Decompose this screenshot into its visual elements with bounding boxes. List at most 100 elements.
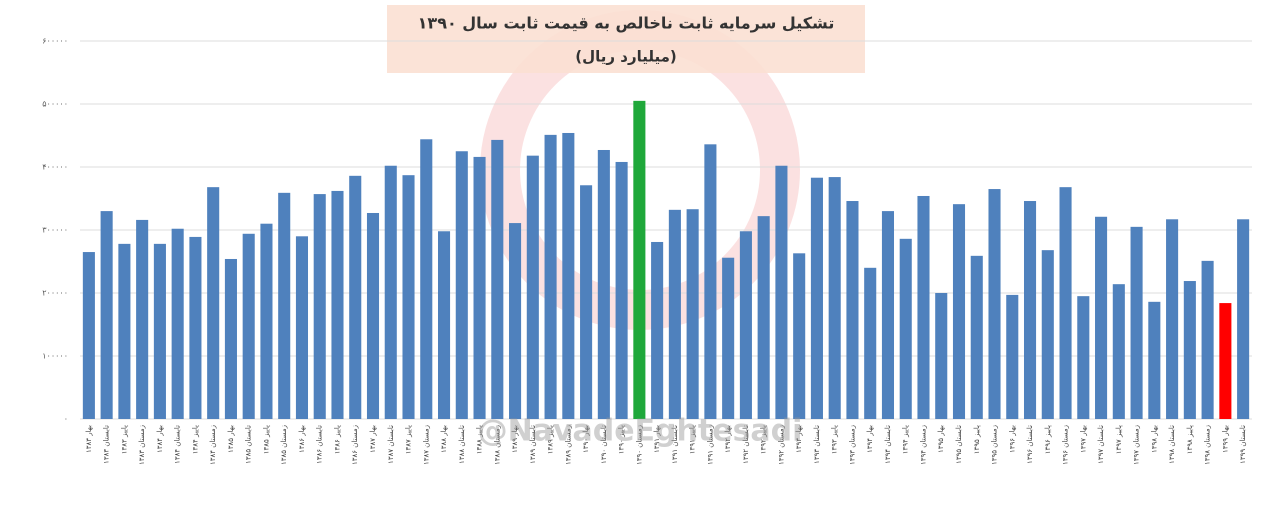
bar bbox=[1077, 296, 1090, 419]
x-tick-label: ۱۳۸۹ تابستان bbox=[529, 425, 537, 464]
y-tick-label: ۴۰۰۰۰۰ bbox=[42, 163, 68, 172]
bar bbox=[1166, 219, 1179, 419]
x-tick-label: ۱۳۸۸ زمستان bbox=[493, 425, 501, 465]
bar bbox=[757, 216, 770, 419]
x-tick-label: ۱۳۸۴ تابستان bbox=[174, 425, 182, 464]
x-tick-label: ۱۳۹۱ بهار bbox=[653, 425, 661, 453]
x-tick-label: ۱۳۸۵ بهار bbox=[227, 425, 235, 453]
watermark: @NavadeEghtesadi bbox=[478, 414, 803, 449]
plot: ۰ ۱۰۰۰۰۰ ۲۰۰۰۰۰ ۳۰۰۰۰۰ ۴۰۰۰۰۰ ۵۰۰۰۰۰ ۶۰۰۰۰۰ ۱۳۸… bbox=[42, 37, 1252, 465]
x-tick-label: ۱۳۹۲ بهار bbox=[724, 425, 732, 453]
bar bbox=[935, 293, 948, 419]
bar bbox=[1148, 301, 1161, 419]
x-tick-label: ۱۳۹۰ بهار bbox=[582, 425, 590, 453]
x-tick-label: ۱۳۸۵ زمستان bbox=[280, 425, 288, 465]
x-tick-label: ۱۳۹۶ تابستان bbox=[1026, 425, 1034, 464]
x-tick-label: ۱۳۸۶ زمستان bbox=[351, 425, 359, 465]
bar bbox=[313, 194, 326, 419]
x-tick-label: ۱۳۸۳ بهار bbox=[85, 425, 93, 453]
y-tick-label: ۱۰۰۰۰۰ bbox=[42, 352, 68, 361]
bar bbox=[739, 231, 752, 419]
bar bbox=[562, 132, 575, 420]
x-tick-label: ۱۳۹۱ پاییز bbox=[689, 425, 697, 454]
bar bbox=[846, 201, 859, 419]
x-tick-label: ۱۳۹۶ پاییز bbox=[1044, 425, 1052, 454]
x-tick-label: ۱۳۹۵ تابستان bbox=[955, 425, 963, 464]
x-tick-label: ۱۳۹۴ بهار bbox=[866, 425, 874, 453]
y-tick-label: ۲۰۰۰۰۰ bbox=[42, 289, 68, 298]
x-tick-label: ۱۳۹۸ بهار bbox=[1150, 425, 1158, 453]
x-tick-label: ۱۳۸۳ زمستان bbox=[138, 425, 146, 465]
bar bbox=[189, 236, 202, 419]
x-tick-label: ۱۳۸۵ پاییز bbox=[262, 425, 270, 454]
bar bbox=[917, 195, 930, 419]
bar bbox=[295, 236, 309, 419]
x-tick-label: ۱۳۹۰ پاییز bbox=[618, 425, 626, 454]
bar bbox=[633, 100, 646, 419]
bar bbox=[864, 267, 877, 419]
bar bbox=[1041, 250, 1054, 419]
x-tick-label: ۱۳۸۷ تابستان bbox=[387, 425, 395, 464]
bar bbox=[775, 165, 788, 419]
bar bbox=[686, 209, 699, 419]
y-tick-label: ۰ bbox=[64, 415, 68, 424]
bar bbox=[526, 155, 539, 419]
x-tick-label: ۱۳۹۶ زمستان bbox=[1062, 425, 1070, 465]
x-tick-label: ۱۳۸۷ زمستان bbox=[422, 425, 430, 465]
bar bbox=[278, 192, 291, 419]
bar bbox=[118, 243, 131, 419]
x-tick-label: ۱۳۸۶ تابستان bbox=[316, 425, 324, 464]
bar bbox=[810, 177, 823, 419]
bar bbox=[793, 253, 806, 419]
x-tick-label: ۱۳۹۸ تابستان bbox=[1168, 425, 1176, 464]
x-tick-label: ۱۳۹۷ تابستان bbox=[1097, 425, 1105, 464]
y-tick-label: ۳۰۰۰۰۰ bbox=[42, 226, 68, 235]
bar bbox=[349, 175, 362, 419]
x-tick-label: ۱۳۸۴ بهار bbox=[156, 425, 164, 453]
y-tick-label: ۶۰۰۰۰۰ bbox=[42, 37, 68, 46]
x-tick-label: ۱۳۹۳ پاییز bbox=[831, 425, 839, 454]
x-tick-label: ۱۳۸۸ بهار bbox=[440, 425, 448, 453]
x-tick-label: ۱۳۹۱ زمستان bbox=[706, 425, 714, 465]
bar bbox=[420, 139, 433, 419]
bar bbox=[1130, 226, 1143, 419]
x-tick-label: ۱۳۸۳ تابستان bbox=[103, 425, 111, 464]
x-tick-label: ۱۳۸۹ بهار bbox=[511, 425, 519, 453]
bar bbox=[1006, 294, 1019, 419]
bar bbox=[881, 211, 895, 419]
bar bbox=[402, 175, 415, 419]
x-tick-label: ۱۳۹۵ بهار bbox=[937, 425, 945, 453]
x-tick-label: ۱۳۹۷ پاییز bbox=[1115, 425, 1123, 454]
x-tick-label: ۱۳۹۷ زمستان bbox=[1133, 425, 1141, 465]
bar bbox=[544, 134, 557, 419]
bar bbox=[970, 255, 983, 419]
chart-title: تشکیل سرمایه ثابت ناخالص به قیمت ثابت سا… bbox=[418, 14, 835, 33]
bar bbox=[597, 149, 610, 420]
bar bbox=[455, 151, 468, 419]
bar bbox=[207, 187, 220, 419]
bar bbox=[491, 139, 504, 419]
bar bbox=[722, 257, 735, 419]
bar bbox=[1112, 284, 1125, 419]
bar bbox=[651, 241, 664, 419]
x-tick-label: ۱۳۹۴ تابستان bbox=[884, 425, 892, 464]
x-tick-label: ۱۳۸۷ پاییز bbox=[405, 425, 413, 454]
x-tick-label: ۱۳۹۳ تابستان bbox=[813, 425, 821, 464]
x-tick-label: ۱۳۸۵ تابستان bbox=[245, 425, 253, 464]
bar bbox=[260, 223, 273, 419]
x-tick-label: ۱۳۸۸ تابستان bbox=[458, 425, 466, 464]
x-tick-label: ۱۳۹۰ تابستان bbox=[600, 425, 608, 464]
x-tick-label: ۱۳۸۹ زمستان bbox=[564, 425, 572, 465]
x-tick-label: ۱۳۹۲ تابستان bbox=[742, 425, 750, 464]
x-tick-label: ۱۳۸۳ پاییز bbox=[120, 425, 128, 454]
bar bbox=[242, 233, 255, 419]
x-tick-label: ۱۳۹۸ پاییز bbox=[1186, 425, 1194, 454]
x-tick-label: ۱۳۹۵ پاییز bbox=[973, 425, 981, 454]
bar bbox=[580, 185, 593, 419]
bar bbox=[1237, 219, 1250, 419]
y-tick-label: ۵۰۰۰۰۰ bbox=[42, 100, 68, 109]
x-tick-label: ۱۳۹۹ تابستان bbox=[1239, 425, 1247, 464]
bar bbox=[384, 165, 397, 419]
x-tick-label: ۱۳۸۹ پاییز bbox=[547, 425, 555, 454]
